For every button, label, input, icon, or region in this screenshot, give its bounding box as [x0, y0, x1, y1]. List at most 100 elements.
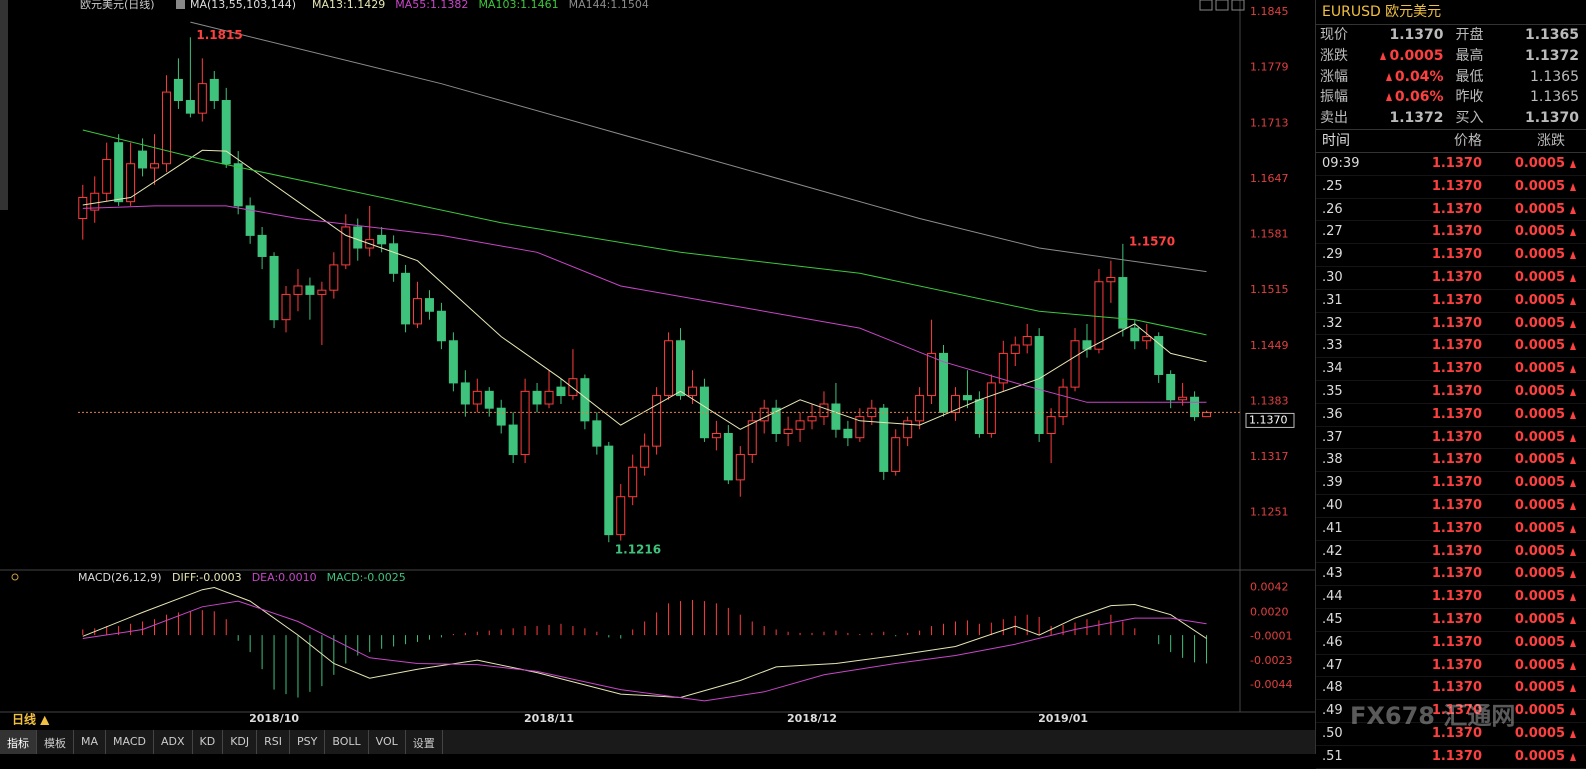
trade-cell: 0.0005: [1482, 609, 1586, 631]
trade-cell: .46: [1316, 632, 1392, 654]
trade-cell: 0.0005: [1482, 404, 1586, 426]
trade-cell: 0.0005: [1482, 381, 1586, 403]
trade-cell: 0.0005: [1482, 221, 1586, 243]
text: 1.1370: [1389, 27, 1443, 43]
candle-body: [963, 396, 971, 400]
toolbar-tab[interactable]: PSY: [290, 730, 325, 754]
y-tick-label: 1.1251: [1250, 506, 1289, 519]
toolbar-tab[interactable]: VOL: [369, 730, 406, 754]
toolbar-tab[interactable]: MA: [74, 730, 106, 754]
toolbar-tab[interactable]: KD: [193, 730, 224, 754]
candle-body: [485, 391, 493, 408]
window-button[interactable]: [1200, 0, 1212, 10]
text: 昨收: [1456, 89, 1484, 105]
watermark-name: 汇通网: [1443, 702, 1515, 730]
up-arrow: [1570, 502, 1576, 510]
toolbar-tab[interactable]: ADX: [154, 730, 193, 754]
candle-body: [330, 265, 338, 290]
macd-line: [83, 601, 1207, 701]
trade-cell: 1.1370: [1392, 404, 1482, 426]
quote-value: 0.04%: [1364, 67, 1452, 88]
trade-cell: 1.1370: [1392, 153, 1482, 175]
quote-value: 1.1370: [1364, 25, 1452, 46]
trade-cell: .30: [1316, 267, 1392, 289]
x-tick-label: 2018/10: [249, 712, 299, 725]
window-button[interactable]: [1216, 0, 1228, 10]
quote-value: 1.1365: [1500, 25, 1586, 46]
trade-cell: 1.1370: [1392, 199, 1482, 221]
toolbar-tab[interactable]: 指标: [0, 730, 37, 754]
trade-cell: 1.1370: [1392, 267, 1482, 289]
up-arrow: [1380, 52, 1386, 60]
period-selector[interactable]: 日线 ▲: [12, 712, 50, 727]
trade-cell: 1.1370: [1392, 632, 1482, 654]
candle-body: [784, 429, 792, 433]
candle-body: [808, 417, 816, 421]
candle-body: [1035, 337, 1043, 434]
toolbar-tab[interactable]: BOLL: [325, 730, 368, 754]
trade-cell: .31: [1316, 290, 1392, 312]
quote-value: 1.1365: [1500, 87, 1586, 108]
up-arrow: [1570, 228, 1576, 236]
toolbar-tab[interactable]: 设置: [406, 730, 443, 754]
candle-body: [1107, 278, 1115, 282]
trade-cell: 0.0005: [1482, 655, 1586, 677]
candle-body: [198, 84, 206, 114]
text: 最高: [1456, 48, 1484, 64]
trade-cell: 1.1370: [1392, 518, 1482, 540]
candle-body: [904, 421, 912, 438]
text: 0.04%: [1395, 69, 1444, 85]
quote-value: 1.1365: [1500, 67, 1586, 88]
toolbar-tab[interactable]: KDJ: [223, 730, 257, 754]
toolbar-tab[interactable]: RSI: [257, 730, 290, 754]
candle-body: [378, 235, 386, 243]
up-arrow: [1570, 320, 1576, 328]
trade-cell: 09:39: [1316, 153, 1392, 175]
trade-cell: 1.1370: [1392, 655, 1482, 677]
up-arrow: [1570, 206, 1576, 214]
trade-cell: 1.1370: [1392, 495, 1482, 517]
trade-cell: .29: [1316, 244, 1392, 266]
icon: [12, 574, 18, 580]
candle-body: [1203, 412, 1211, 416]
legend-entry: MACD:-0.0025: [327, 571, 406, 584]
x-tick-label: 2018/12: [787, 712, 837, 725]
toolbar-tab[interactable]: 模板: [37, 730, 74, 754]
candle-body: [270, 256, 278, 319]
y-tick-label: 0.0020: [1250, 605, 1289, 618]
y-tick-label: -0.0001: [1250, 629, 1292, 642]
price-annotation: 1.1815: [196, 28, 242, 42]
candle-body: [1179, 397, 1187, 400]
trade-cell: .47: [1316, 655, 1392, 677]
toolbar-tab[interactable]: MACD: [106, 730, 154, 754]
trade-cell: 1.1370: [1392, 313, 1482, 335]
trade-cell: 1.1370: [1392, 290, 1482, 312]
candle-body: [545, 391, 553, 404]
candle-body: [162, 92, 170, 164]
trade-cell: .38: [1316, 449, 1392, 471]
trade-cell: .42: [1316, 541, 1392, 563]
candle-body: [461, 383, 469, 404]
text: 振幅: [1320, 89, 1348, 105]
price-annotation: 1.1216: [615, 543, 661, 557]
candle-body: [1047, 417, 1055, 434]
candle-body: [234, 164, 242, 206]
candle-body: [736, 455, 744, 480]
trade-cell: .45: [1316, 609, 1392, 631]
window-button[interactable]: [1232, 0, 1244, 10]
up-arrow: [1570, 548, 1576, 556]
y-tick-label: 1.1845: [1250, 5, 1289, 18]
